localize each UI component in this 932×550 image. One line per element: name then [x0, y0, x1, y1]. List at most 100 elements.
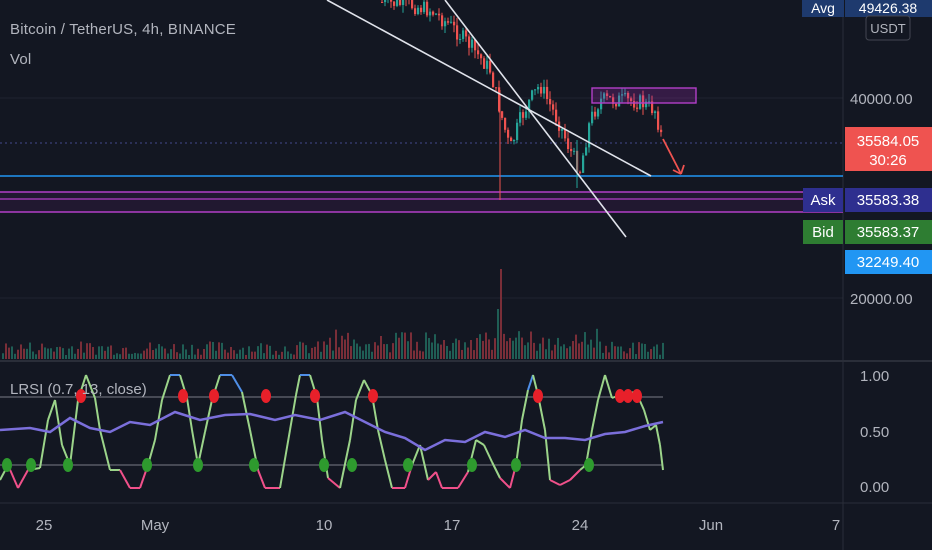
volume-bar: [554, 344, 556, 359]
volume-bar: [551, 350, 553, 359]
symbol-title[interactable]: Bitcoin / TetherUS, 4h, BINANCE: [10, 21, 237, 38]
volume-bar: [608, 352, 610, 359]
candle: [585, 143, 588, 156]
volume-bar: [539, 343, 541, 359]
volume-bar: [338, 347, 340, 359]
lrsi-line-segment: [47, 399, 56, 421]
volume-bar: [107, 346, 109, 359]
volume-bar: [449, 350, 451, 359]
lrsi-line-segment: [69, 399, 79, 466]
lrsi-line-segment: [327, 477, 341, 489]
volume-label[interactable]: Vol: [10, 51, 32, 68]
lrsi-overbought-marker: [533, 389, 543, 403]
volume-bar: [32, 351, 34, 359]
volume-bar: [20, 344, 22, 359]
volume-bar: [335, 329, 337, 359]
svg-text:49426.38: 49426.38: [859, 0, 918, 16]
lrsi-legend[interactable]: LRSI (0.7, 13, close): [10, 381, 147, 398]
volume-bar: [149, 342, 151, 359]
volume-bar: [605, 345, 607, 359]
volume-bar: [563, 344, 565, 359]
currency-badge[interactable]: USDT: [865, 15, 911, 41]
volume-bar: [401, 332, 403, 359]
volume-bar: [323, 341, 325, 359]
volume-bar: [479, 334, 481, 359]
volume-bar: [395, 332, 397, 359]
price-tick-40000: 40000.00: [850, 91, 913, 108]
candle: [543, 79, 546, 99]
volume-bar: [503, 333, 505, 359]
candle: [612, 93, 615, 109]
lrsi-line-segment: [241, 391, 251, 431]
descending-channel[interactable]: [326, 0, 652, 238]
ask-price-badge: Ask 35583.38: [803, 188, 932, 212]
volume-bar: [302, 342, 304, 359]
volume-bar: [422, 351, 424, 359]
volume-bar: [461, 349, 463, 359]
candle: [447, 17, 450, 25]
volume-bar: [248, 346, 250, 359]
candle: [441, 12, 444, 30]
lrsi-line-segment: [161, 374, 171, 401]
volume-bar: [476, 337, 478, 359]
candle: [567, 132, 570, 154]
candle: [660, 125, 663, 137]
lrsi-line-segment: [279, 429, 291, 489]
volume-bar: [131, 353, 133, 359]
candle: [504, 117, 507, 133]
candle: [609, 95, 612, 98]
lrsi-line-segment: [99, 429, 111, 471]
volume-bar: [527, 342, 529, 359]
lrsi-line-segment: [94, 397, 101, 431]
volume-bar: [533, 342, 535, 359]
volume-bar: [650, 349, 652, 359]
candle: [426, 0, 429, 18]
volume-bar: [170, 349, 172, 359]
candle: [570, 141, 573, 157]
volume-bar: [26, 348, 28, 359]
candle: [405, 0, 407, 7]
svg-text:Avg: Avg: [811, 0, 835, 16]
volume-bar: [419, 350, 421, 359]
candle: [540, 82, 543, 97]
volume-bar: [83, 352, 85, 359]
lrsi-line-segment: [85, 374, 96, 399]
projection-arrow[interactable]: [662, 138, 685, 175]
lrsi-line-segment: [54, 399, 63, 446]
volume-bar: [218, 342, 220, 359]
candle: [654, 110, 657, 119]
volume-bar: [242, 347, 244, 359]
candle: [627, 91, 630, 105]
resistance-box[interactable]: [591, 87, 697, 104]
volume-bar: [626, 353, 628, 359]
lrsi-oversold-marker: [347, 458, 357, 472]
volume-bar: [620, 346, 622, 359]
volume-bar: [152, 349, 154, 359]
volume-bar: [104, 350, 106, 359]
candle: [621, 88, 624, 103]
candle: [597, 107, 600, 120]
volume-bar: [632, 342, 634, 359]
volume-bar: [266, 344, 268, 359]
volume-bar: [629, 348, 631, 359]
lrsi-line-segment: [569, 469, 581, 481]
lrsi-line-segment: [491, 461, 501, 479]
volume-bar: [341, 335, 343, 359]
volume-bar: [602, 352, 604, 359]
volume-bar: [428, 338, 430, 359]
support-zone[interactable]: [0, 191, 843, 213]
candle: [453, 15, 456, 33]
volume-bar: [128, 353, 130, 359]
volume-bar: [416, 341, 418, 359]
volume-bar: [473, 350, 475, 359]
candle: [633, 93, 636, 111]
lrsi-line-segment: [119, 469, 131, 489]
volume-bar: [23, 348, 25, 359]
volume-bar: [662, 342, 664, 359]
lrsi-tick-1: 1.00: [860, 368, 889, 385]
candle: [507, 127, 510, 145]
volume-bar: [566, 348, 568, 359]
volume-bar: [641, 343, 643, 359]
